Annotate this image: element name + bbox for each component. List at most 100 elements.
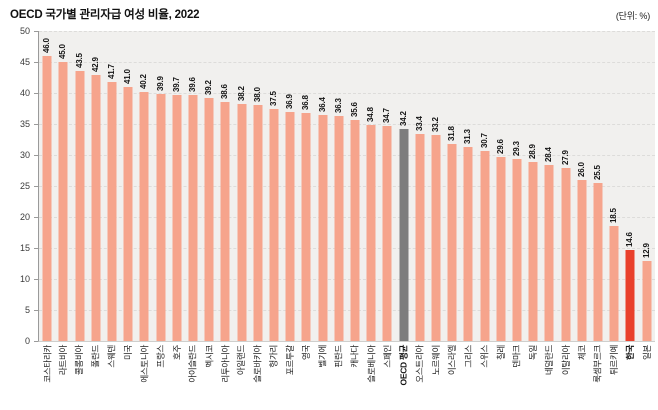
bar-group: 34.8 슬로베니아: [363, 31, 379, 382]
bar-value-label: 38.6: [220, 83, 230, 99]
bar-value-label: 40.2: [139, 73, 149, 89]
y-tick-mark: [34, 124, 38, 125]
bar-category-label: 독일: [528, 345, 539, 361]
bar-value-label: 46.0: [42, 38, 52, 53]
bar: [512, 159, 522, 341]
bar-value-label: 27.9: [560, 150, 570, 166]
bar: [528, 161, 538, 341]
bar-group: 38.6 리투아니아: [217, 31, 233, 383]
bar-group: 33.2 노르웨이: [428, 31, 444, 375]
bar-category-label: 라트비아: [58, 345, 69, 376]
bar: [220, 101, 230, 341]
bar-category-label: 영국: [301, 345, 312, 361]
bar-value-label: 41.7: [106, 64, 116, 80]
bar: [431, 135, 441, 341]
bar-group: 18.5 튀르키예: [606, 31, 622, 376]
bar: [139, 91, 149, 341]
bar-category-label: 이스라엘: [447, 345, 458, 376]
bar-group: 25.5 룩셈부르크: [590, 31, 606, 382]
bar-category-label: 코스타리카: [42, 345, 53, 383]
bar-group: 36.9 포르투갈: [282, 31, 298, 375]
bar-value-label: 34.2: [398, 111, 408, 126]
plot-area: 0 5 10 15 20 25 30 35 40 45 50 46.0 코스타리카 45.0 라트비아 43…: [20, 26, 655, 385]
bar: [334, 115, 344, 341]
y-tick-mark: [34, 279, 38, 280]
bar-value-label: 28.4: [544, 147, 554, 162]
bar-group: 34.2 OECD 평균: [395, 31, 411, 385]
bar: [399, 128, 409, 341]
bar-category-label: 슬로바키아: [252, 345, 263, 383]
bar: [107, 82, 117, 341]
bar-group: 43.5 콜롬비아: [71, 31, 87, 376]
bar: [188, 95, 198, 341]
bar-category-label: 룩셈부르크: [593, 345, 604, 383]
bar-group: 42.9 폴란드: [88, 31, 104, 367]
bar-value-label: 36.9: [285, 94, 295, 110]
bar-value-label: 25.5: [593, 165, 602, 180]
bar-value-label: 30.7: [479, 132, 489, 148]
y-tick-mark: [34, 217, 38, 218]
bar-category-label: 헝가리: [268, 345, 279, 368]
bar-group: 38.2 아일랜드: [233, 31, 249, 375]
bar-group: 35.6 캐나다: [347, 31, 363, 368]
bar: [42, 55, 52, 341]
bar: [382, 125, 392, 341]
y-tick-mark: [34, 155, 38, 156]
bar: [609, 226, 619, 341]
bar-category-label: 스위스: [479, 345, 490, 368]
bar-value-label: 14.6: [625, 232, 635, 248]
bar-category-label: 아일랜드: [236, 345, 247, 376]
bar-group: 39.6 아이슬란드: [185, 31, 201, 383]
bar-group: 38.0 슬로바키아: [250, 31, 266, 383]
bar-group: 12.9 일본: [639, 31, 655, 360]
bar-value-label: 36.3: [333, 98, 343, 113]
bar-value-label: 18.5: [609, 208, 619, 224]
bar: [156, 93, 166, 341]
bar: [237, 104, 247, 341]
bar-value-label: 29.6: [495, 139, 505, 155]
bar-category-label: 스페인: [382, 345, 393, 368]
bar-category-label: 콜롬비아: [74, 345, 85, 376]
bar-group: 27.9 이탈리아: [558, 31, 574, 375]
bar-category-label: 멕시코: [204, 345, 215, 368]
y-tick-mark: [34, 186, 38, 187]
bar: [253, 105, 263, 341]
bar: [625, 250, 635, 341]
bar-value-label: 39.6: [187, 77, 197, 93]
bar: [544, 164, 554, 341]
bar-group: 26.0 체코: [574, 31, 590, 360]
bar-category-label: 네덜란드: [544, 345, 555, 376]
bar: [318, 115, 328, 341]
bar-value-label: 31.8: [447, 126, 457, 141]
bar-category-label: 에스토니아: [139, 345, 150, 383]
unit-label: (단위: %): [615, 11, 650, 21]
bar-group: 14.6 한국: [622, 31, 638, 360]
bar-category-label: 슬로베니아: [366, 345, 377, 383]
bar-group: 37.5 헝가리: [266, 31, 282, 368]
bar-value-label: 35.6: [349, 102, 359, 118]
bar-group: 31.3 그리스: [460, 31, 476, 367]
bar-group: 36.8 영국: [298, 31, 314, 360]
bar-category-label: 스웨덴: [106, 345, 117, 368]
bar-group: 29.6 칠레: [493, 31, 509, 360]
y-tick-label: 45: [19, 56, 30, 67]
bar-value-label: 36.8: [301, 95, 311, 110]
bar: [123, 86, 133, 341]
bar-value-label: 43.5: [74, 53, 84, 69]
bar-category-label: 일본: [641, 345, 652, 361]
bar: [593, 182, 603, 341]
bar-value-label: 12.9: [641, 243, 651, 259]
bar-value-label: 29.3: [511, 141, 521, 157]
bars-container: 46.0 코스타리카 45.0 라트비아 43.5 콜롬비아 42.9 폴란드 41.7 스웨덴 4…: [39, 31, 655, 385]
bar-category-label: 튀르키예: [609, 345, 620, 376]
bar-value-label: 39.2: [204, 80, 214, 95]
bar-value-label: 36.4: [317, 97, 327, 113]
y-tick-mark: [34, 310, 38, 311]
bar: [350, 120, 360, 341]
bar-group: 41.7 스웨덴: [104, 31, 120, 368]
bar: [269, 108, 279, 341]
bar: [642, 261, 652, 341]
bar: [463, 146, 473, 341]
bar-value-label: 33.2: [430, 117, 440, 133]
bar-value-label: 34.8: [366, 107, 376, 123]
